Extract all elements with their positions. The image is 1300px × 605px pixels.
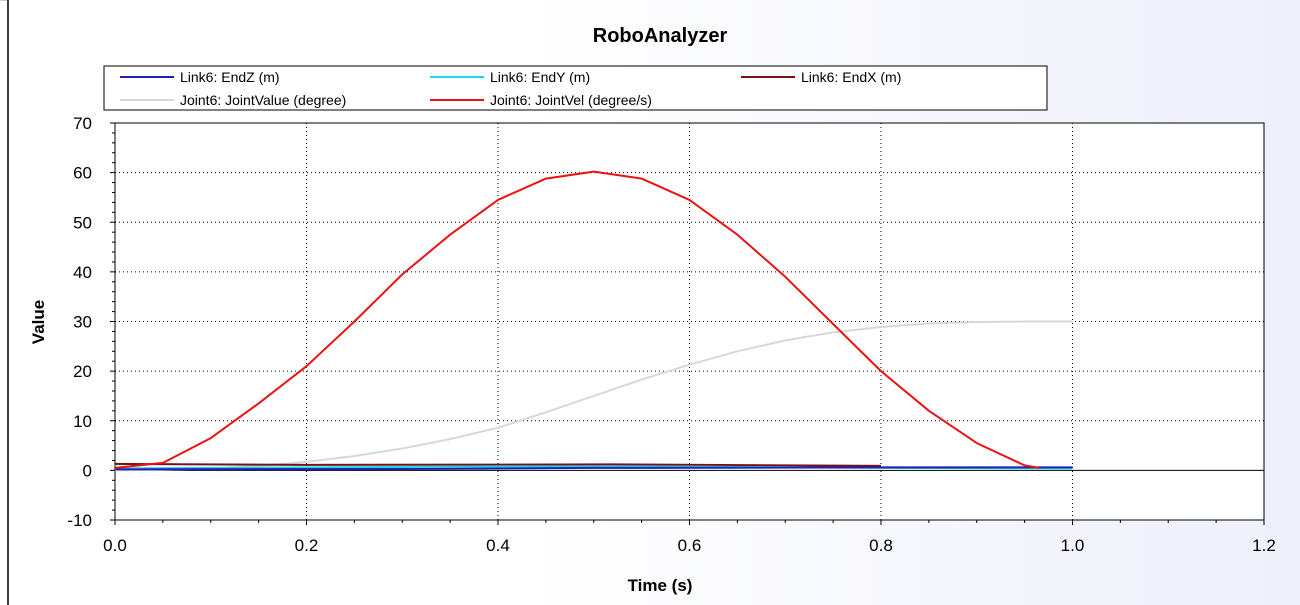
y-axis-label: Value [29,300,48,344]
x-tick-label: 0.2 [295,536,319,555]
ticks [110,122,1265,525]
series-line-3 [114,462,882,467]
y-tick-label: -10 [67,511,92,530]
x-tick-label: 0.6 [678,536,702,555]
tick-labels: 0.0 0.2 0.4 0.6 0.8 1.0 1.2 -10 0 10 20 30 40 50 60 70 [67,114,1275,555]
legend-box [103,65,1048,111]
x-tick-label: 1.0 [1061,536,1085,555]
legend-label: Link6: EndZ (m) [180,69,280,85]
x-tick-label: 0.4 [486,536,510,555]
x-axis-label: Time (s) [628,576,693,595]
legend-label: Link6: EndY (m) [490,69,590,85]
series-line-1 [114,466,1073,471]
y-tick-label: 30 [73,313,92,332]
y-tick-label: 60 [73,164,92,183]
left-border [7,0,9,605]
x-tick-label: 1.2 [1252,536,1276,555]
chart-title: RoboAnalyzer [593,25,728,47]
legend-label: Link6: EndX (m) [801,69,901,85]
x-tick-label: 0.0 [103,536,127,555]
series-layer [114,170,1073,472]
y-tick-label: 0 [83,461,92,480]
y-tick-label: 70 [73,114,92,133]
grid [115,123,1264,520]
series-line-5 [114,170,1040,469]
legend-label: Joint6: JointValue (degree) [180,92,346,108]
y-tick-label: 50 [73,213,92,232]
legend: Link6: EndZ (m) Link6: EndY (m) Link6: End… [103,65,1048,111]
y-tick-label: 40 [73,263,92,282]
x-tick-label: 0.8 [869,536,893,555]
y-tick-label: 20 [73,362,92,381]
legend-label: Joint6: JointVel (degree/s) [490,92,652,108]
y-tick-label: 10 [73,412,92,431]
